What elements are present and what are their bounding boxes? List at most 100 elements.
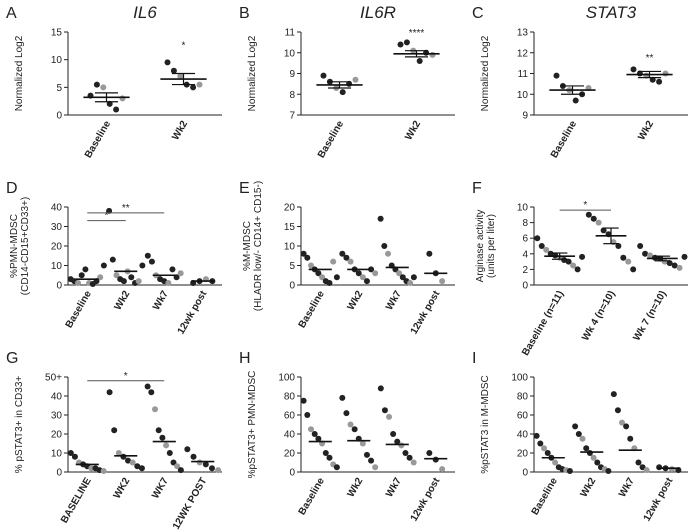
data-point: [215, 467, 222, 474]
data-point: [595, 219, 602, 226]
x-tick-label: Wk2: [579, 476, 599, 500]
y-axis-label: (CD14-CD15+CD33+): [20, 197, 31, 295]
data-point: [308, 262, 315, 269]
y-tick-label: 15: [284, 222, 296, 233]
data-point: [148, 389, 155, 396]
y-axis-label: Normalized Log2: [14, 35, 25, 111]
data-point: [541, 445, 548, 452]
data-point: [570, 262, 577, 269]
data-point: [333, 464, 340, 471]
y-axis-label: % pSTAT3+ in CD33+: [14, 376, 25, 474]
x-tick-label: Wk 7 (n=10): [631, 289, 668, 343]
data-point: [351, 426, 358, 433]
y-tick-label: 10: [284, 242, 296, 253]
x-tick-label: 12wk post: [176, 288, 210, 336]
data-point: [566, 468, 573, 475]
y-tick-label: 6: [522, 234, 528, 245]
panel-letter: C: [472, 5, 484, 22]
data-point: [605, 468, 612, 475]
x-tick-label: WK7: [150, 476, 171, 501]
data-point: [429, 51, 436, 58]
y-axis-label: Normalized Log2: [480, 35, 491, 111]
x-tick-label: Wk7: [384, 289, 404, 313]
y-tick-label: 60: [284, 411, 296, 422]
y-tick-label: 11: [518, 69, 529, 80]
y-tick-label: 60: [517, 411, 529, 422]
y-tick-label: 30: [51, 411, 63, 422]
data-point: [343, 254, 350, 261]
x-tick-label: Wk2: [170, 119, 190, 143]
y-axis-label: %pSTAT3+ PMN-MDSC: [247, 371, 258, 479]
data-point: [627, 435, 634, 442]
data-point: [402, 450, 409, 456]
data-point: [381, 407, 388, 414]
y-tick-label: 0: [289, 468, 295, 479]
panel-letter: I: [472, 350, 476, 367]
x-tick-label: Wk7: [384, 476, 404, 500]
data-point: [347, 421, 354, 428]
y-tick-label: 0: [522, 281, 528, 292]
data-point: [615, 243, 622, 249]
significance: *: [182, 41, 186, 52]
data-point: [78, 272, 85, 279]
data-point: [326, 454, 333, 461]
data-point: [390, 431, 397, 437]
data-point: [575, 431, 582, 437]
y-tick-label: 15: [51, 28, 63, 39]
y-tick-label: 9: [522, 111, 528, 122]
x-tick-label: Wk 4 (n=10): [580, 289, 617, 343]
data-point: [100, 262, 107, 269]
y-tick-label: 10: [51, 449, 63, 460]
data-point: [543, 246, 550, 253]
data-point: [120, 278, 127, 285]
data-point: [661, 258, 668, 265]
data-point: [119, 95, 126, 102]
data-point: [394, 438, 401, 445]
data-point: [170, 67, 177, 74]
y-tick-label: 5: [289, 261, 295, 272]
data-point: [565, 258, 572, 265]
panel-title: IL6: [133, 3, 157, 22]
y-tick-label: 40: [284, 430, 296, 441]
data-point: [590, 215, 597, 222]
x-tick-label: Baseline: [316, 119, 346, 161]
data-point: [190, 453, 197, 460]
data-point: [583, 445, 590, 452]
data-point: [620, 254, 627, 261]
data-point: [403, 39, 410, 46]
x-tick-label: Baseline: [64, 289, 94, 331]
y-tick-label: 13: [517, 28, 529, 39]
data-point: [630, 266, 637, 273]
y-tick-label: 40: [51, 392, 63, 403]
data-point: [377, 215, 384, 222]
data-point: [544, 450, 551, 456]
data-point: [152, 406, 159, 413]
data-point: [533, 432, 540, 439]
data-point: [106, 100, 113, 107]
data-point: [398, 442, 405, 449]
data-point: [311, 431, 318, 437]
data-point: [407, 280, 414, 287]
data-point: [190, 84, 197, 91]
data-point: [322, 450, 329, 456]
data-point: [579, 435, 586, 442]
x-tick-label: 12wk post: [642, 475, 676, 523]
data-point: [399, 274, 406, 281]
y-tick-label: 10: [517, 90, 529, 101]
data-point: [148, 258, 155, 265]
y-tick-label: 0: [56, 281, 62, 292]
data-point: [111, 427, 118, 434]
data-point: [164, 59, 171, 66]
y-axis-label: Normalized Log2: [247, 35, 258, 111]
data-point: [196, 459, 203, 466]
data-point: [333, 274, 340, 281]
y-tick-label: 50+: [45, 373, 62, 384]
data-point: [144, 383, 151, 390]
data-point: [109, 256, 116, 263]
significance: **: [122, 203, 130, 214]
data-point: [113, 106, 120, 113]
data-point: [339, 394, 346, 401]
data-point: [426, 450, 433, 456]
x-tick-label: Wk2: [636, 119, 656, 143]
significance: **: [646, 53, 654, 64]
